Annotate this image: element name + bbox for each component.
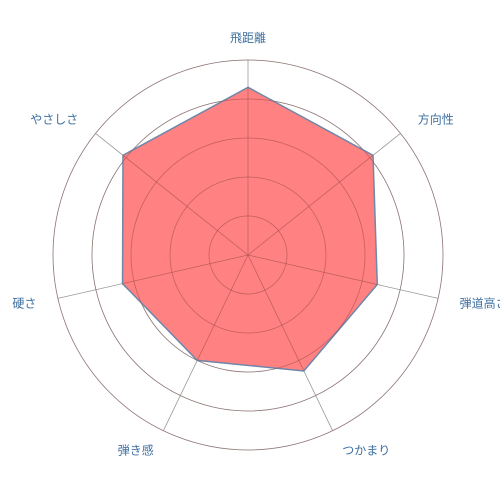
- axis-label-5: 硬さ: [12, 296, 36, 310]
- grid-spoke-overlay-1: [247, 155, 374, 256]
- grid-spoke-overlay-6: [122, 155, 249, 256]
- grid-spoke-overlay-3: [247, 254, 305, 372]
- axis-label-3: つかまり: [342, 444, 390, 458]
- grid-spoke-overlay-4: [196, 254, 249, 361]
- series-polygon-0: [121, 86, 379, 372]
- radar-axis-labels: 飛距離方向性弾道高さつかまり 弾き感 硬さ やさしさ: [12, 31, 500, 458]
- grid-ring-overlay-2: [169, 176, 327, 334]
- grid-ring-overlay-4: [91, 98, 405, 412]
- axis-label-1: 方向性: [418, 112, 454, 127]
- grid-ring-overlay-5: [52, 59, 444, 451]
- axis-label-4: 弾き感: [118, 443, 154, 458]
- grid-spoke-overlay-5: [122, 254, 249, 284]
- grid-ring-overlay-1: [208, 215, 288, 295]
- grid-spoke-overlay-2: [247, 254, 378, 285]
- axis-label-0: 飛距離: [230, 31, 266, 45]
- axis-label-2: 弾道高さ: [460, 295, 500, 310]
- axis-label-6: やさしさ: [30, 113, 78, 127]
- grid-ring-overlay-3: [130, 137, 366, 373]
- radar-series-layer: [52, 59, 444, 451]
